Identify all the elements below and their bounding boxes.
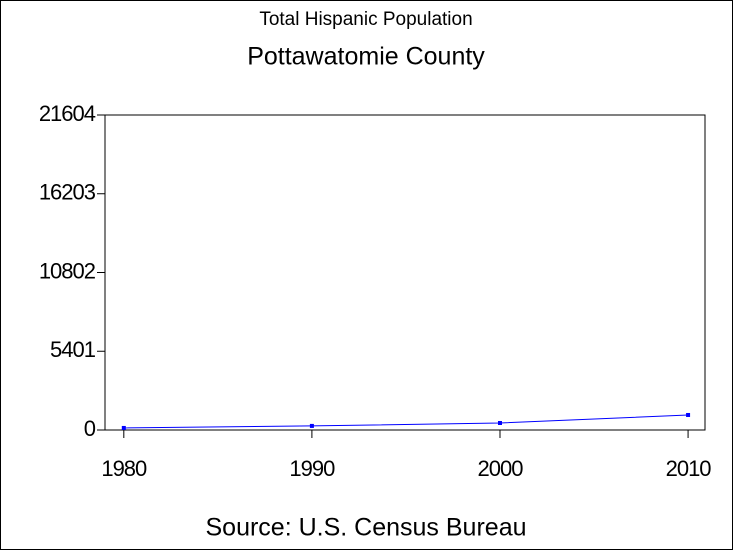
y-tick-label: 21604: [39, 101, 96, 126]
y-tick-label: 0: [84, 416, 96, 441]
data-point: [309, 423, 314, 428]
source-note: Source: U.S. Census Bureau: [206, 514, 527, 542]
x-tick-label: 1990: [289, 456, 335, 481]
data-point: [121, 425, 126, 430]
data-point: [686, 412, 691, 417]
x-tick-label: 2010: [666, 456, 712, 481]
x-tick-label: 1980: [101, 456, 147, 481]
y-tick-label: 16203: [39, 180, 96, 205]
x-tick-label: 2000: [478, 456, 524, 481]
chart-title: Total Hispanic Population: [259, 9, 472, 30]
y-tick-label: 10802: [39, 258, 96, 283]
chart-subtitle: Pottawatomie County: [247, 43, 485, 71]
data-point: [497, 421, 502, 426]
series-line: [123, 414, 689, 429]
y-tick-label: 5401: [50, 337, 96, 362]
